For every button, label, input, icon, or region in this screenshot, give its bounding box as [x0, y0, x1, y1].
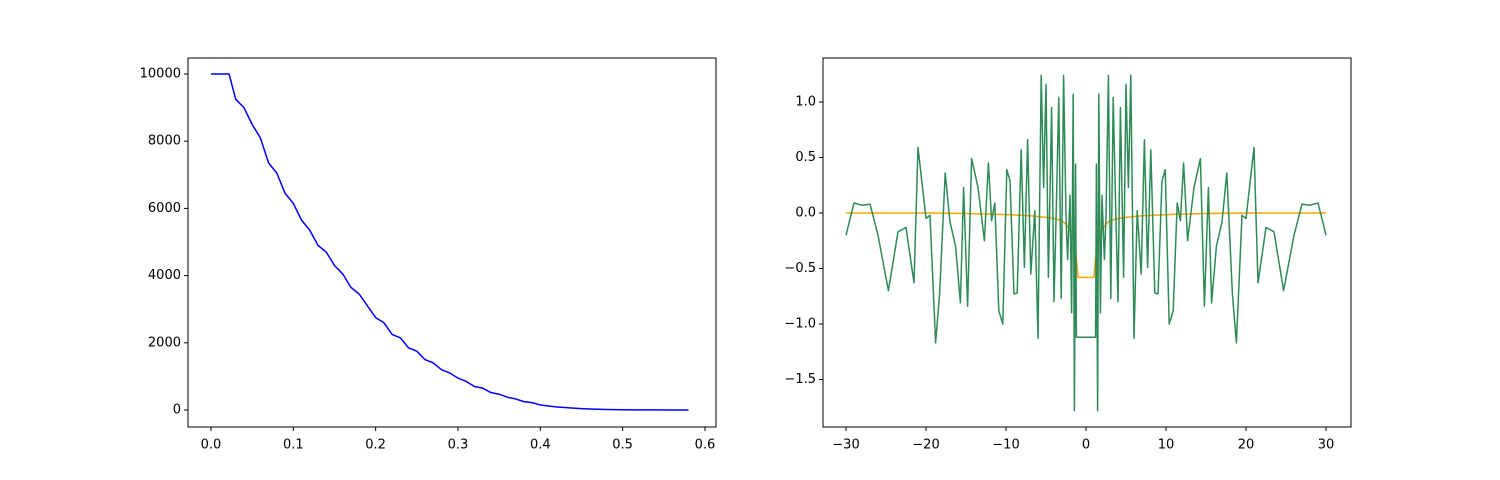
- y-tick-label: 0: [173, 402, 181, 417]
- x-tick-label: 20: [1238, 438, 1255, 453]
- data-line: [846, 212, 1326, 279]
- x-tick-label: 0.5: [612, 438, 633, 453]
- x-tick-label: 0.3: [448, 438, 469, 453]
- data-line: [845, 74, 1327, 412]
- x-tick-label: 0.6: [695, 438, 716, 453]
- y-tick-label: 6000: [148, 201, 181, 216]
- y-tick-label: 8000: [148, 134, 181, 149]
- y-tick-label: −1.0: [784, 316, 816, 331]
- axes: −30 −20 −10 0 10 20 30 −1.5 −1.0 −0.5 0.0 0.5 1.0: [784, 57, 1352, 453]
- y-tick-label: −1.5: [784, 372, 816, 387]
- x-tick-label: 0.4: [530, 438, 551, 453]
- x-tick-label: −10: [992, 438, 1019, 453]
- axes-frame: [187, 57, 717, 428]
- x-tick-label: 0.2: [365, 438, 386, 453]
- x-tick-label: 0.1: [283, 438, 304, 453]
- y-tick-label: 0.5: [795, 150, 816, 165]
- x-tick-label: 30: [1318, 438, 1335, 453]
- y-tick-label: −0.5: [784, 261, 816, 276]
- y-tick-label: 4000: [148, 268, 181, 283]
- y-tick-label: 1.0: [795, 94, 816, 109]
- x-tick-label: 0.0: [201, 438, 222, 453]
- axes-frame: [822, 57, 1352, 428]
- x-tick-label: 10: [1158, 438, 1175, 453]
- x-tick-label: 0: [1082, 438, 1090, 453]
- y-tick-label: 10000: [140, 66, 181, 81]
- x-tick-label: −30: [832, 438, 859, 453]
- y-tick-label: 2000: [148, 335, 181, 350]
- x-tick-label: −20: [912, 438, 939, 453]
- axes: 0.0 0.1 0.2 0.3 0.4 0.5 0.6 0 2000 4000 6000 8000 10…: [140, 57, 717, 453]
- data-line: [210, 73, 689, 411]
- y-tick-label: 0.0: [795, 205, 816, 220]
